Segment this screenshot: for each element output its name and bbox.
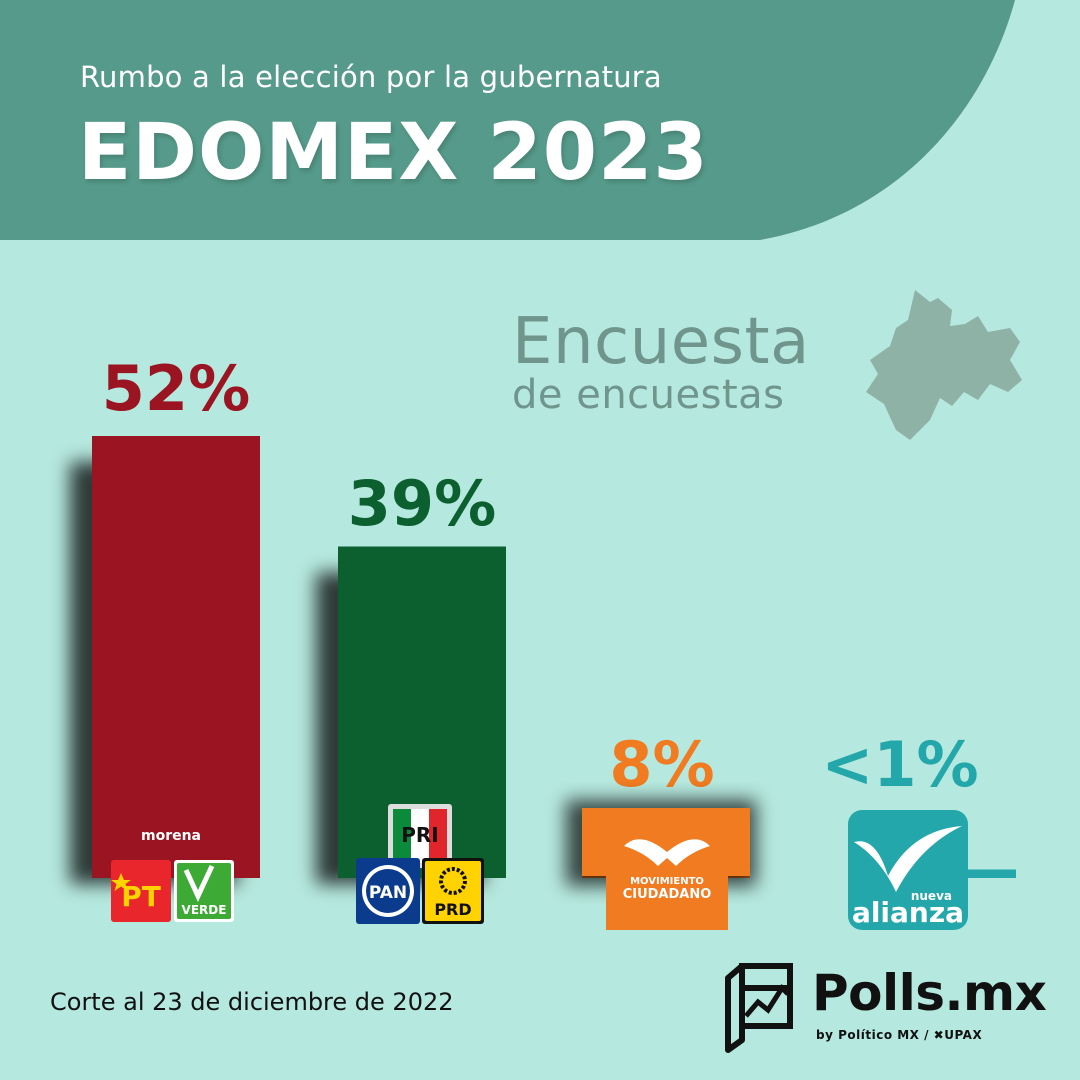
pt-logo-bg: [111, 860, 171, 922]
page-title: EDOMEX 2023: [78, 108, 709, 198]
prd-logo-inner: [425, 861, 481, 921]
value-label-pri-pan-prd: 39%: [348, 467, 496, 540]
survey-subtitle: de encuestas: [512, 372, 785, 418]
nueva-alianza-text-2: alianza: [852, 896, 964, 929]
header-banner: [0, 0, 1015, 240]
pri-red: [429, 809, 447, 863]
toucan-icon: [183, 864, 215, 902]
mc-logo-text-2: CIUDADANO: [623, 887, 712, 902]
sun-icon: [439, 867, 467, 895]
morena-logo-bg: [140, 806, 202, 864]
footer-date: Corte al 23 de diciembre de 2022: [50, 988, 454, 1016]
verde-logo-text: VERDE: [182, 903, 227, 917]
value-label-morena-pt-verde: 52%: [102, 352, 250, 425]
morena-logo-text: morena: [141, 828, 201, 844]
nueva-alianza-text-1: nueva: [911, 889, 952, 903]
pan-inner: [366, 869, 410, 913]
pri-green: [393, 809, 411, 863]
header-subtitle: Rumbo a la elección por la gubernatura: [80, 60, 662, 94]
mc-logo-text-1: MOVIMIENTO: [630, 876, 704, 887]
bar-morena-pt-verde: [92, 436, 260, 878]
polls-logo-icon: [725, 963, 793, 1053]
star-icon: [111, 873, 131, 891]
eagle-icon: [624, 839, 710, 866]
brand-subtitle: by Político MX / ✖UPAX: [816, 1028, 983, 1042]
brand-name: Polls.mx: [812, 964, 1047, 1022]
wave-icon: [854, 826, 962, 892]
mc-logo-bg: [606, 808, 728, 930]
survey-title: Encuesta: [512, 305, 810, 379]
edomex-map-icon: [866, 290, 1022, 440]
pri-white: [411, 809, 429, 863]
pri-logo-text: PRI: [401, 823, 439, 847]
brand-logo: Polls.mx by Político MX / ✖UPAX: [720, 958, 1047, 1058]
value-label-movimiento-ciudadano: 8%: [609, 728, 714, 801]
pt-logo-text: PT: [121, 880, 161, 913]
prd-logo-text: PRD: [434, 900, 471, 919]
value-label-nueva-alianza: <1%: [821, 728, 978, 801]
pan-logo-text: PAN: [369, 883, 407, 903]
